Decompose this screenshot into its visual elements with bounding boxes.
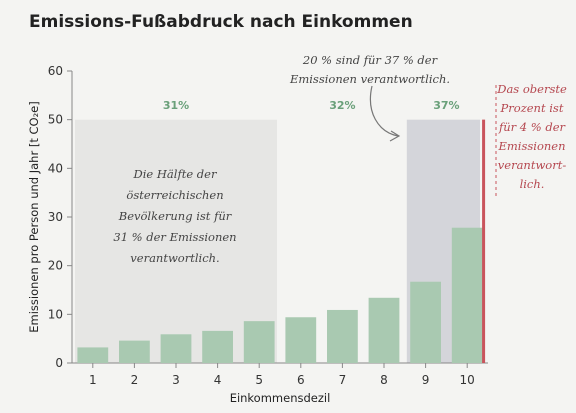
bar <box>451 227 483 363</box>
group-share-label: 37% <box>433 99 459 112</box>
y-axis-title: Emissionen pro Person und Jahr [t CO₂e] <box>27 101 41 333</box>
x-tick-label: 3 <box>172 373 180 387</box>
x-tick-label: 5 <box>255 373 263 387</box>
bar <box>77 347 109 363</box>
group-share-label: 31% <box>163 99 189 112</box>
annotation-half-population: österreichischen <box>126 188 223 202</box>
annotation-top-1-percent: verantwort- <box>498 158 567 172</box>
x-tick-label: 9 <box>422 373 430 387</box>
y-tick-label: 0 <box>55 356 63 370</box>
x-tick-label: 2 <box>131 373 139 387</box>
band-bottom-50-percent <box>75 119 277 364</box>
annotation-arrowhead <box>389 130 401 142</box>
annotation-half-population: Die Hälfte der <box>133 167 218 181</box>
bar <box>285 317 317 363</box>
y-tick-label: 40 <box>48 161 63 175</box>
bar <box>368 297 400 363</box>
y-tick-label: 20 <box>48 259 63 273</box>
x-tick-label: 10 <box>460 373 475 387</box>
chart-title: Emissions-Fußabdruck nach Einkommen <box>29 12 413 32</box>
group-share-label: 32% <box>329 99 355 112</box>
x-tick-label: 8 <box>380 373 388 387</box>
annotation-top-1-percent: für 4 % der <box>498 120 567 134</box>
y-tick-label: 30 <box>48 210 63 224</box>
bar <box>327 309 358 363</box>
annotation-half-population: verantwortlich. <box>130 251 219 265</box>
bar <box>410 281 441 363</box>
y-tick-label: 50 <box>48 113 63 127</box>
y-tick-label: 60 <box>48 64 63 78</box>
bar <box>160 334 192 363</box>
annotation-top-1-percent: Emissionen <box>497 139 565 153</box>
annotation-top-20-percent: 20 % sind für 37 % der <box>302 53 439 67</box>
x-tick-label: 7 <box>339 373 347 387</box>
annotation-half-population: Bevölkerung ist für <box>118 209 233 223</box>
x-axis-title: Einkommensdezil <box>230 391 331 405</box>
annotation-top-1-percent: Das oberste <box>496 82 567 96</box>
annotation-half-population: 31 % der Emissionen <box>113 230 236 244</box>
y-tick-label: 10 <box>48 307 63 321</box>
x-tick-label: 4 <box>214 373 222 387</box>
annotation-top-1-percent: Prozent ist <box>500 101 564 115</box>
annotation-top-1-percent: lich. <box>520 177 545 191</box>
x-tick-label: 1 <box>89 373 97 387</box>
bar <box>119 340 150 363</box>
bar <box>243 321 275 363</box>
annotation-top-20-percent: Emissionen verantwortlich. <box>289 72 450 86</box>
annotation-arrow <box>369 85 399 137</box>
x-tick-label: 6 <box>297 373 305 387</box>
bar <box>202 330 233 363</box>
